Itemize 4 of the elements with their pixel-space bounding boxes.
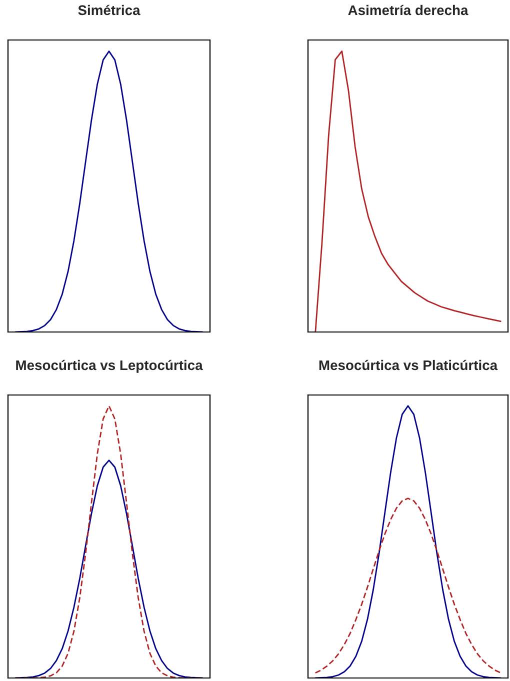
- chart-title: Asimetría derecha: [348, 4, 468, 16]
- chart-title: Mesocúrtica vs Leptocúrtica: [16, 360, 203, 373]
- chart-title: Simétrica: [78, 4, 140, 16]
- chart-title: Mesocúrtica vs Platicúrtica: [319, 360, 498, 370]
